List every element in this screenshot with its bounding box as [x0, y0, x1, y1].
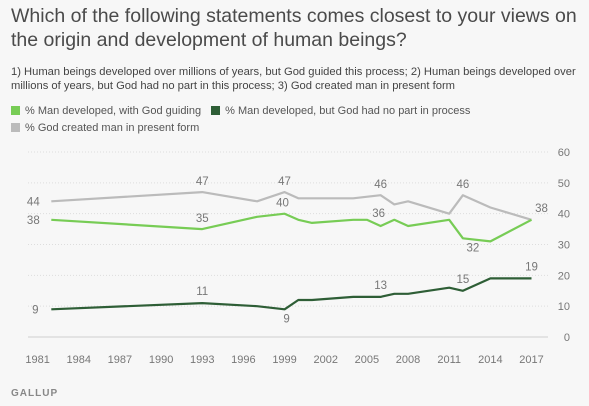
legend: % Man developed, with God guiding % Man …	[11, 102, 581, 136]
data-label: 9	[283, 313, 289, 325]
data-label: 32	[467, 242, 480, 254]
x-tick-label: 2002	[313, 354, 337, 366]
data-label: 9	[32, 304, 38, 316]
square-swatch-icon	[11, 106, 20, 115]
y-tick-label: 30	[558, 240, 570, 252]
series-line	[51, 212, 533, 243]
series-line	[51, 191, 532, 221]
x-tick-label: 2014	[478, 354, 502, 366]
legend-item-no-god: % Man developed, but God had no part in …	[211, 105, 470, 117]
x-tick-label: 1987	[108, 354, 132, 366]
chart-subtitle: 1) Human beings developed over millions …	[11, 66, 576, 92]
chart-title: Which of the following statements comes …	[11, 5, 577, 51]
y-tick-label: 0	[564, 332, 570, 344]
legend-label: % God created man in present form	[25, 121, 200, 134]
y-tick-label: 60	[558, 147, 570, 159]
source-label: GALLUP	[11, 388, 59, 399]
data-label: 46	[374, 179, 387, 191]
data-label: 38	[27, 215, 40, 227]
data-label: 47	[278, 176, 291, 188]
legend-item-god-created: % God created man in present form	[11, 122, 199, 134]
y-tick-label: 50	[558, 178, 570, 190]
data-label: 35	[196, 213, 209, 225]
data-label: 46	[457, 179, 470, 191]
series-line	[51, 277, 532, 311]
data-label: 38	[535, 203, 548, 215]
legend-label: % Man developed, but God had no part in …	[225, 104, 471, 117]
data-label: 19	[525, 261, 538, 273]
y-tick-label: 40	[558, 209, 570, 221]
x-tick-label: 1993	[190, 354, 214, 366]
x-tick-label: 2005	[355, 354, 379, 366]
y-tick-label: 20	[558, 270, 570, 282]
y-tick-label: 10	[558, 301, 570, 313]
data-label: 44	[27, 196, 40, 208]
x-tick-label: 1999	[272, 354, 296, 366]
data-label: 13	[374, 280, 387, 292]
x-tick-label: 2011	[437, 354, 461, 366]
x-tick-label: 1990	[149, 354, 173, 366]
data-label: 15	[457, 274, 470, 286]
x-tick-label: 1996	[231, 354, 255, 366]
x-tick-label: 2017	[519, 354, 543, 366]
data-label: 11	[196, 286, 208, 298]
data-label: 47	[196, 176, 209, 188]
x-tick-label: 1984	[67, 354, 91, 366]
data-label: 40	[276, 198, 289, 210]
data-label: 36	[372, 208, 385, 220]
legend-item-god-guiding: % Man developed, with God guiding	[11, 105, 201, 117]
square-swatch-icon	[211, 106, 221, 115]
square-swatch-icon	[11, 123, 20, 132]
legend-label: % Man developed, with God guiding	[25, 104, 202, 117]
x-tick-label: 2008	[396, 354, 420, 366]
x-tick-label: 1981	[25, 354, 49, 366]
